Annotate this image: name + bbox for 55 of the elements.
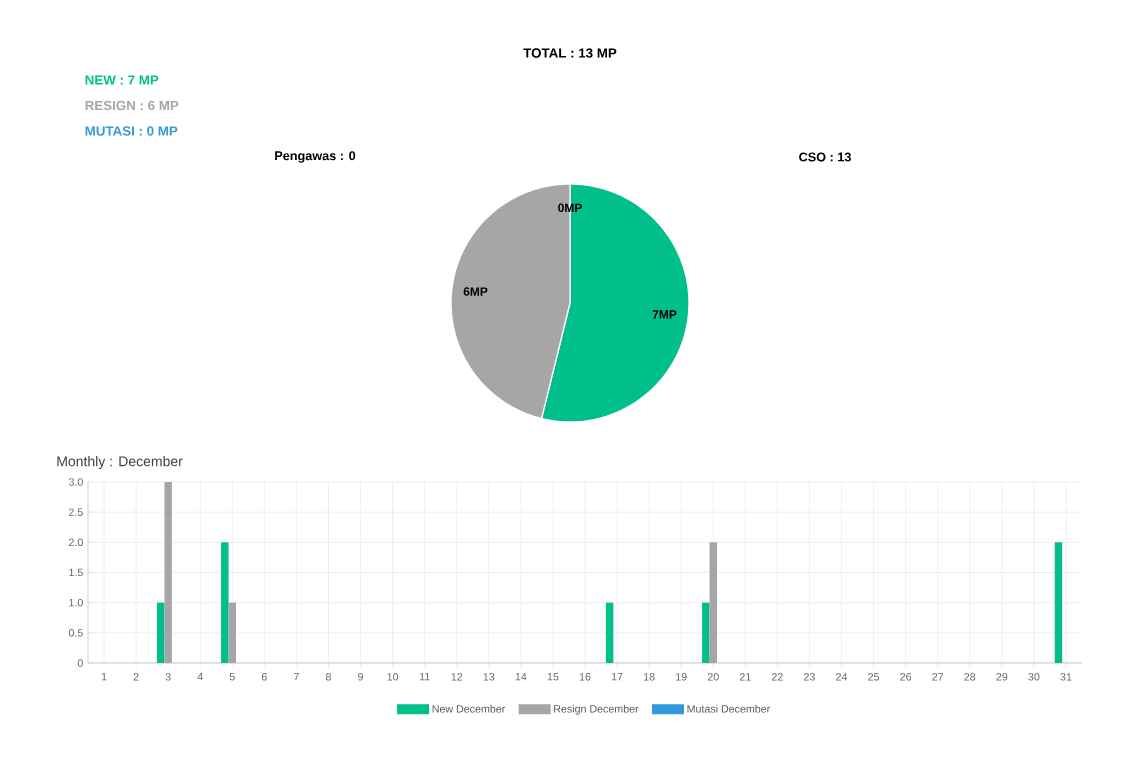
text: Pengawas : 0 [275, 151, 356, 163]
text: NEW : 7 MP [85, 75, 159, 85]
x-tick-label: 2 [133, 673, 139, 681]
x-tick-label: 9 [358, 673, 363, 681]
x-tick-label: 23 [804, 673, 815, 681]
legend-label: New December [432, 704, 506, 713]
x-tick-label: 7 [294, 673, 299, 681]
bar [221, 542, 229, 663]
x-tick-label: 31 [1060, 673, 1072, 681]
x-tick-label: 4 [197, 673, 203, 681]
x-tick-label: 28 [964, 673, 976, 681]
data-label: 6MP [463, 287, 488, 296]
x-tick-label: 12 [451, 673, 463, 681]
y-tick-label: 1.5 [69, 568, 83, 577]
bar [156, 602, 165, 663]
y-tick-label: 0 [77, 659, 83, 667]
x-tick-label: 17 [611, 673, 623, 681]
y-tick-label: 0.5 [68, 629, 83, 637]
x-tick-label: 20 [707, 673, 719, 681]
text: RESIGN : 6 MP [85, 100, 179, 111]
y-tick-label: 2.0 [69, 538, 83, 547]
text: CSO : 13 [799, 152, 851, 162]
x-tick-label: 13 [483, 673, 495, 681]
x-tick-label: 30 [1028, 673, 1040, 681]
y-tick-label: 1.0 [69, 598, 83, 607]
bar [1054, 542, 1063, 663]
data-label: 7MP [652, 310, 677, 319]
legend-label: Resign December [554, 704, 639, 715]
x-tick-label: 16 [579, 673, 591, 681]
x-tick-label: 6 [261, 673, 267, 681]
bar [702, 602, 710, 663]
x-tick-label: 27 [932, 673, 944, 681]
legend-label: Mutasi December [687, 704, 771, 713]
x-tick-label: 1 [101, 673, 107, 681]
x-tick-label: 11 [419, 673, 430, 681]
x-tick-label: 29 [996, 673, 1008, 681]
x-tick-label: 24 [836, 673, 848, 681]
x-tick-label: 22 [772, 673, 783, 681]
x-tick-label: 5 [229, 673, 235, 681]
text: MUTASI : 0 MP [85, 126, 178, 136]
x-tick-label: 15 [547, 673, 559, 681]
x-tick-label: 26 [900, 673, 912, 681]
y-tick-label: 3.0 [68, 478, 83, 486]
bar [605, 602, 614, 663]
y-tick-label: 2.5 [69, 508, 83, 516]
x-tick-label: 10 [387, 673, 399, 681]
x-tick-label: 21 [739, 673, 751, 681]
x-tick-label: 18 [644, 673, 655, 681]
chart-title: TOTAL : 13 MP [523, 48, 617, 58]
x-tick-label: 19 [676, 673, 687, 681]
x-tick-label: 25 [868, 673, 880, 681]
x-tick-label: 3 [165, 673, 171, 681]
x-tick-label: 14 [515, 673, 527, 681]
chart-title: Monthly : December [57, 456, 183, 470]
x-tick-label: 8 [325, 673, 331, 681]
